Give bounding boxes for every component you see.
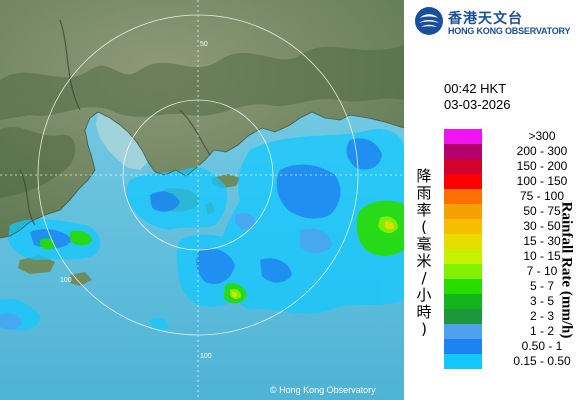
legend-label: 7 - 10 [526,264,558,278]
radar-map-svg: 50 100 100 [0,0,404,400]
ring-label: 50 [200,41,208,48]
legend-panel: 香港天文台 HONG KONG OBSERVATORY 00:42 HKT 03… [404,0,577,400]
legend-label: 3 - 5 [529,294,554,308]
radar-map: 50 100 100 © Hong Kong Observatory [0,0,404,400]
legend-label: 2 - 3 [529,309,554,323]
legend-swatch [444,204,482,219]
observation-date: 03-03-2026 [444,97,511,112]
legend-label: 10 - 15 [523,249,561,263]
legend-label: 200 - 300 [516,144,568,158]
island-west [18,255,55,274]
legend-label: 75 - 100 [519,189,565,203]
rain-heavy-yellow [232,221,395,298]
mountain-shade [0,45,404,120]
legend-title-zh: 降雨率(毫米 / 小時) [416,167,432,338]
estuary [96,112,148,170]
legend-swatch [444,219,482,234]
rain-light-blue [0,213,332,330]
legend-swatch [444,234,482,249]
legend-label: 1 - 2 [529,324,554,338]
legend-swatch [444,129,482,144]
legend-swatch [444,189,482,204]
legend-swatch [444,279,482,294]
legend-title-en-wrap: Rainfall Rate (mm/h) [555,170,577,370]
legend-label: 30 - 50 [523,219,561,233]
legend-swatch [444,294,482,309]
legend-label: 50 - 75 [523,204,561,218]
ring-label: 100 [60,277,72,284]
rivers [19,19,211,226]
legend-label: 5 - 7 [529,279,554,293]
legend-swatch [444,174,482,189]
rain-light [0,129,404,331]
legend-label: >300 [528,129,556,143]
hko-logo: 香港天文台 HONG KONG OBSERVATORY [414,6,574,40]
range-rings [0,0,404,400]
legend-swatch [444,309,482,324]
legend-label: 0.15 - 0.50 [513,354,571,368]
legend-label: 100 - 150 [516,174,568,188]
legend-swatch [444,264,482,279]
ring-label: 100 [200,353,212,360]
legend-swatch [444,324,482,339]
legend-swatch [444,354,482,369]
ring-labels: 50 100 100 [60,41,212,360]
hko-logo-icon [415,7,443,35]
org-name-en: HONG KONG OBSERVATORY [448,26,571,36]
legend-label: 15 - 30 [523,234,561,248]
legend-title-en: Rainfall Rate (mm/h) [558,201,575,339]
legend-swatch [444,144,482,159]
legend-swatch [444,249,482,264]
observation-time: 00:42 HKT [444,81,507,96]
legend-swatch [444,339,482,354]
island-west-2 [70,272,92,286]
legend-label: 150 - 200 [516,159,568,173]
org-name-zh: 香港天文台 [448,11,523,27]
mountain-shade-west [0,127,76,198]
copyright-notice: © Hong Kong Observatory [270,385,376,395]
legend-label: 0.50 - 1 [521,339,563,353]
legend-swatch [444,159,482,174]
coastline [0,111,404,239]
